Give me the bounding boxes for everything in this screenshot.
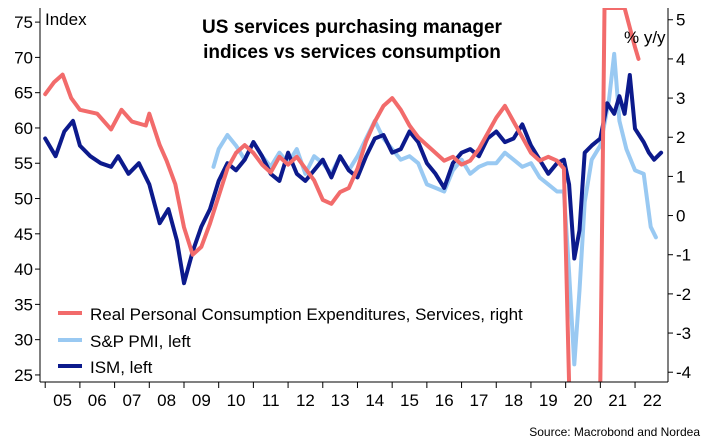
right-axis-unit: % y/y (624, 28, 666, 47)
x-tick-label: 20 (574, 391, 593, 410)
x-tick-label: 19 (539, 391, 558, 410)
left-tick-label: 70 (14, 48, 33, 67)
x-tick-label: 17 (469, 391, 488, 410)
x-tick-label: 14 (365, 391, 384, 410)
left-tick-label: 35 (14, 295, 33, 314)
left-tick-label: 25 (14, 366, 33, 385)
legend-label-ism: ISM, left (90, 358, 153, 377)
x-tick-label: 18 (504, 391, 523, 410)
series-line-rpce (43, 8, 641, 382)
chart-title-line-1: US services purchasing manager (202, 17, 503, 38)
series-line-ism (43, 73, 664, 286)
right-tick-label: 1 (676, 167, 685, 186)
left-tick-label: 50 (14, 190, 33, 209)
x-tick-label: 11 (262, 391, 280, 410)
right-tick-label: -4 (676, 363, 691, 382)
left-axis-unit: Index (45, 10, 87, 29)
x-tick-label: 16 (435, 391, 454, 410)
left-tick-label: 65 (14, 84, 33, 103)
right-tick-label: 0 (676, 207, 685, 226)
x-tick-label: 07 (122, 391, 141, 410)
x-tick-label: 09 (192, 391, 211, 410)
x-tick-label: 12 (296, 391, 315, 410)
right-tick-label: 5 (676, 11, 685, 30)
source-note: Source: Macrobond and Nordea (529, 425, 700, 439)
legend-label-sp-pmi: S&P PMI, left (90, 332, 191, 351)
left-tick-label: 55 (14, 154, 33, 173)
x-tick-label: 22 (643, 391, 662, 410)
chart-title-line-2: indices vs services consumption (203, 42, 501, 63)
x-tick-label: 21 (608, 391, 627, 410)
right-tick-label: -2 (676, 285, 691, 304)
right-tick-label: -1 (676, 246, 691, 265)
left-tick-label: 45 (14, 225, 33, 244)
x-tick-label: 06 (88, 391, 107, 410)
x-tick-label: 15 (400, 391, 419, 410)
x-tick-label: 10 (227, 391, 246, 410)
right-tick-label: 2 (676, 128, 685, 147)
series-layer (43, 8, 664, 382)
x-tick-label: 08 (157, 391, 176, 410)
left-tick-label: 40 (14, 260, 33, 279)
right-tick-label: 3 (676, 89, 685, 108)
legend-label-rpce: Real Personal Consumption Expenditures, … (90, 305, 523, 324)
left-tick-label: 75 (14, 13, 33, 32)
x-tick-label: 13 (331, 391, 350, 410)
left-tick-label: 30 (14, 331, 33, 350)
x-tick-label: 05 (53, 391, 72, 410)
right-tick-label: -3 (676, 324, 691, 343)
right-tick-label: 4 (676, 50, 685, 69)
left-tick-label: 60 (14, 119, 33, 138)
legend: Real Personal Consumption Expenditures, … (58, 305, 523, 377)
